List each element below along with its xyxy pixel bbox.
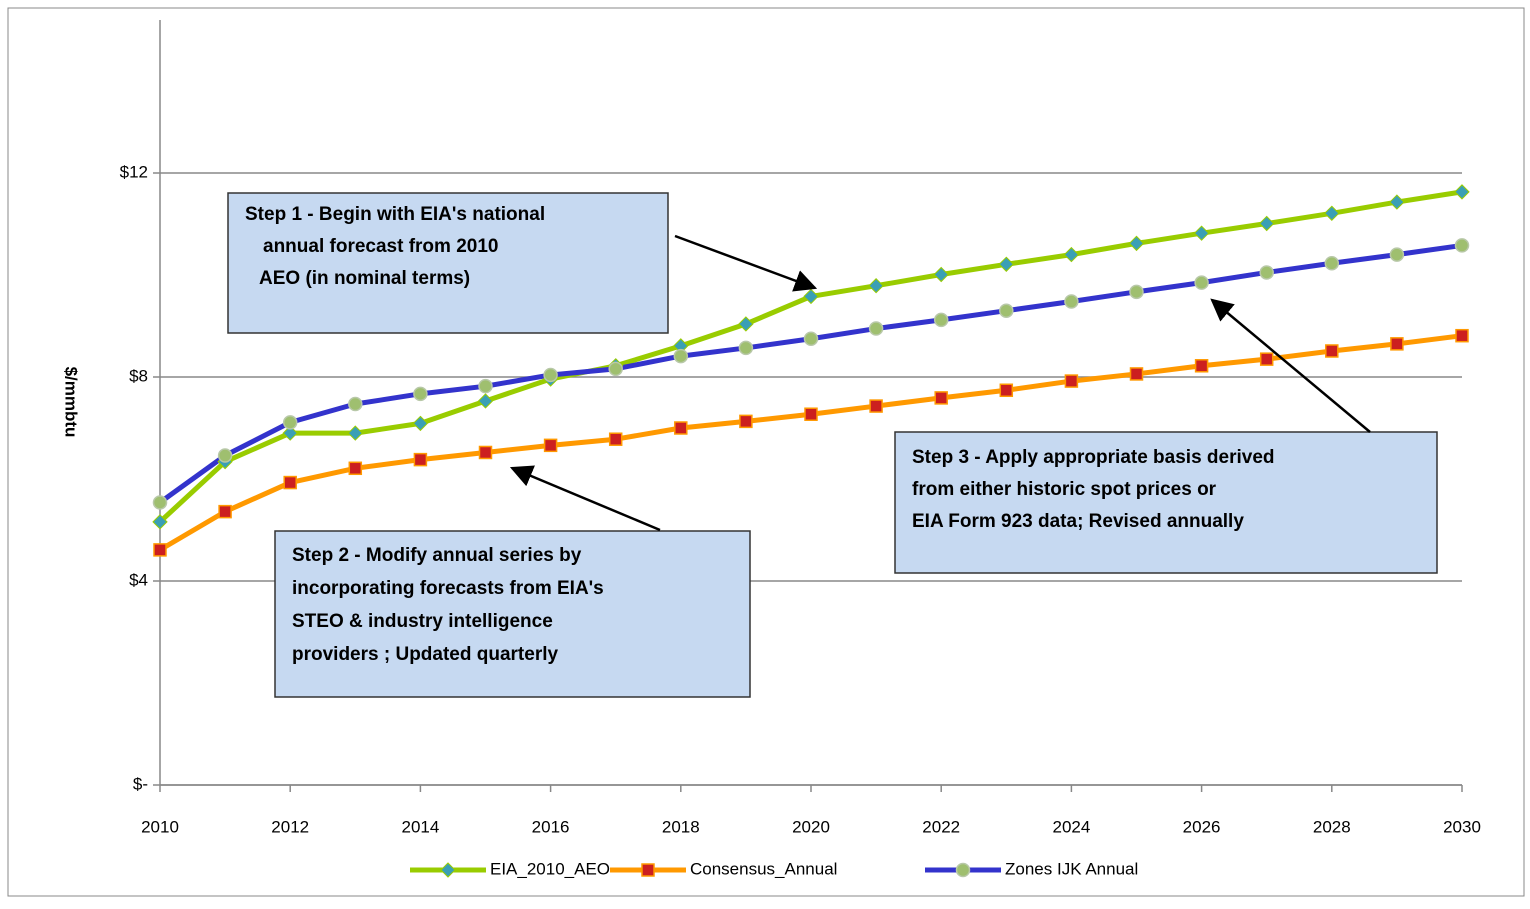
- point: [1454, 238, 1470, 253]
- point: [1064, 294, 1079, 309]
- x-tick-label: 2016: [532, 817, 570, 836]
- arrow: [674, 234, 818, 292]
- legend-label: Zones IJK Annual: [1005, 859, 1138, 878]
- point: [1324, 256, 1340, 271]
- annotation-text: incorporating forecasts from EIA's: [292, 578, 604, 599]
- point: [738, 316, 754, 332]
- point: [543, 367, 558, 383]
- point: [283, 475, 297, 490]
- annotation-text: annual forecast from 2010: [263, 236, 498, 257]
- point: [1325, 344, 1339, 358]
- point: [412, 415, 429, 432]
- point: [608, 361, 623, 377]
- point: [933, 266, 949, 283]
- legend-marker: [641, 863, 655, 877]
- x-tick-label: 2020: [792, 817, 830, 836]
- x-tick-label: 2022: [922, 817, 960, 836]
- x-tick-label: 2026: [1183, 817, 1221, 836]
- annotation-text: Step 1 - Begin with EIA's national: [245, 204, 545, 225]
- point: [153, 543, 167, 557]
- annotation-text: Step 3 - Apply appropriate basis derived: [912, 447, 1275, 468]
- point: [869, 399, 883, 413]
- point: [1259, 352, 1274, 366]
- point: [1455, 328, 1469, 343]
- point: [1324, 205, 1340, 221]
- point: [1454, 184, 1470, 200]
- point: [282, 415, 298, 430]
- point: [217, 448, 233, 463]
- y-tick-label: $4: [129, 570, 148, 589]
- point: [804, 407, 818, 421]
- point: [347, 425, 364, 441]
- point: [999, 303, 1014, 318]
- point: [218, 504, 232, 519]
- point: [934, 391, 948, 405]
- y-tick-label: $-: [133, 774, 148, 793]
- point: [152, 514, 168, 530]
- point: [348, 396, 363, 412]
- point: [348, 461, 363, 476]
- legend-marker: [440, 862, 456, 878]
- point: [1129, 284, 1144, 300]
- annotation-box: [274, 530, 751, 698]
- point: [739, 414, 753, 429]
- x-tick-label: 2014: [401, 817, 439, 836]
- point: [478, 445, 493, 460]
- point: [1193, 225, 1210, 241]
- x-tick-label: 2030: [1443, 817, 1481, 836]
- point: [999, 383, 1014, 398]
- point: [1258, 215, 1275, 232]
- arrow: [509, 465, 661, 532]
- annotation-text: STEO & industry intelligence: [292, 611, 553, 632]
- point: [738, 340, 754, 356]
- x-tick-label: 2028: [1313, 817, 1351, 836]
- annotation-box: [894, 431, 1438, 574]
- point: [933, 312, 949, 328]
- point: [1064, 374, 1079, 388]
- point: [478, 378, 493, 394]
- annotation-text: AEO (in nominal terms): [259, 268, 470, 289]
- point: [413, 452, 428, 467]
- x-tick-label: 2018: [662, 817, 700, 836]
- y-tick-label: $8: [129, 366, 148, 385]
- point: [803, 331, 819, 346]
- y-tick-label: $12: [120, 162, 148, 181]
- point: [1194, 275, 1209, 290]
- annotation-text: EIA Form 923 data; Revised annually: [912, 511, 1244, 532]
- point: [674, 421, 688, 435]
- point: [543, 438, 558, 453]
- point: [998, 256, 1015, 272]
- point: [803, 288, 819, 305]
- annotation-text: from either historic spot prices or: [912, 479, 1217, 500]
- annotation-text: Step 2 - Modify annual series by: [292, 545, 582, 566]
- point: [1129, 367, 1144, 381]
- point: [152, 495, 168, 510]
- point: [413, 386, 428, 402]
- x-tick-label: 2010: [141, 817, 179, 836]
- point: [1389, 247, 1405, 262]
- point: [1128, 235, 1145, 252]
- x-tick-label: 2012: [271, 817, 309, 836]
- legend-label: Consensus_Annual: [690, 859, 837, 878]
- x-tick-label: 2024: [1052, 817, 1090, 836]
- point: [1389, 194, 1405, 210]
- legend-label: EIA_2010_AEO: [490, 859, 610, 878]
- point: [1259, 265, 1274, 280]
- annotation-box: [227, 192, 669, 334]
- point: [1390, 337, 1404, 351]
- y-axis-label: $/mmbtu: [62, 367, 81, 438]
- point: [1194, 359, 1209, 373]
- point: [1063, 246, 1080, 263]
- point: [868, 321, 884, 336]
- point: [673, 348, 689, 364]
- point: [608, 432, 623, 446]
- legend-marker: [955, 862, 971, 878]
- annotation-text: providers ; Updated quarterly: [292, 644, 558, 665]
- point: [477, 393, 494, 409]
- arrow: [1210, 298, 1371, 433]
- point: [868, 278, 884, 294]
- point: [282, 425, 298, 441]
